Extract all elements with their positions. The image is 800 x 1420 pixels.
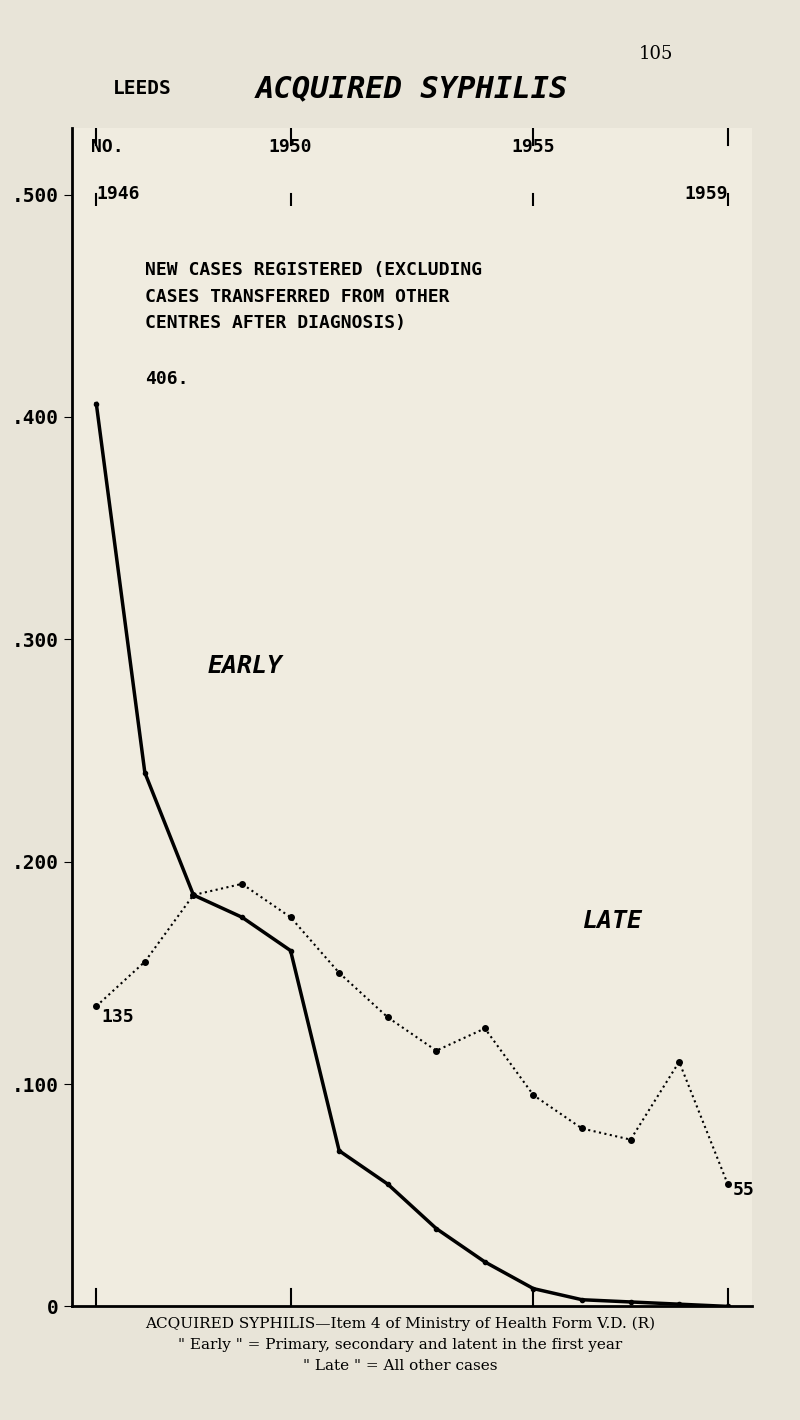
Text: 135: 135 (101, 1008, 134, 1025)
Text: 406.: 406. (145, 369, 188, 388)
Text: 1955: 1955 (512, 138, 555, 156)
Text: LATE: LATE (582, 909, 642, 933)
Text: 1946: 1946 (96, 185, 140, 203)
Text: " Early " = Primary, secondary and latent in the first year: " Early " = Primary, secondary and laten… (178, 1338, 622, 1352)
Text: EARLY: EARLY (208, 653, 283, 677)
Text: ACQUIRED SYPHILIS: ACQUIRED SYPHILIS (256, 74, 568, 104)
Text: " Late " = All other cases: " Late " = All other cases (302, 1359, 498, 1373)
Text: 1950: 1950 (269, 138, 312, 156)
Text: 1959: 1959 (684, 185, 728, 203)
Text: LEEDS: LEEDS (113, 80, 171, 98)
Text: 105: 105 (639, 45, 673, 62)
Text: ACQUIRED SYPHILIS—Item 4 of Ministry of Health Form V.D. (R): ACQUIRED SYPHILIS—Item 4 of Ministry of … (145, 1316, 655, 1331)
Text: NEW CASES REGISTERED (EXCLUDING
CASES TRANSFERRED FROM OTHER
CENTRES AFTER DIAGN: NEW CASES REGISTERED (EXCLUDING CASES TR… (145, 261, 482, 332)
Text: NO.: NO. (91, 138, 124, 156)
Text: 55: 55 (733, 1181, 754, 1200)
